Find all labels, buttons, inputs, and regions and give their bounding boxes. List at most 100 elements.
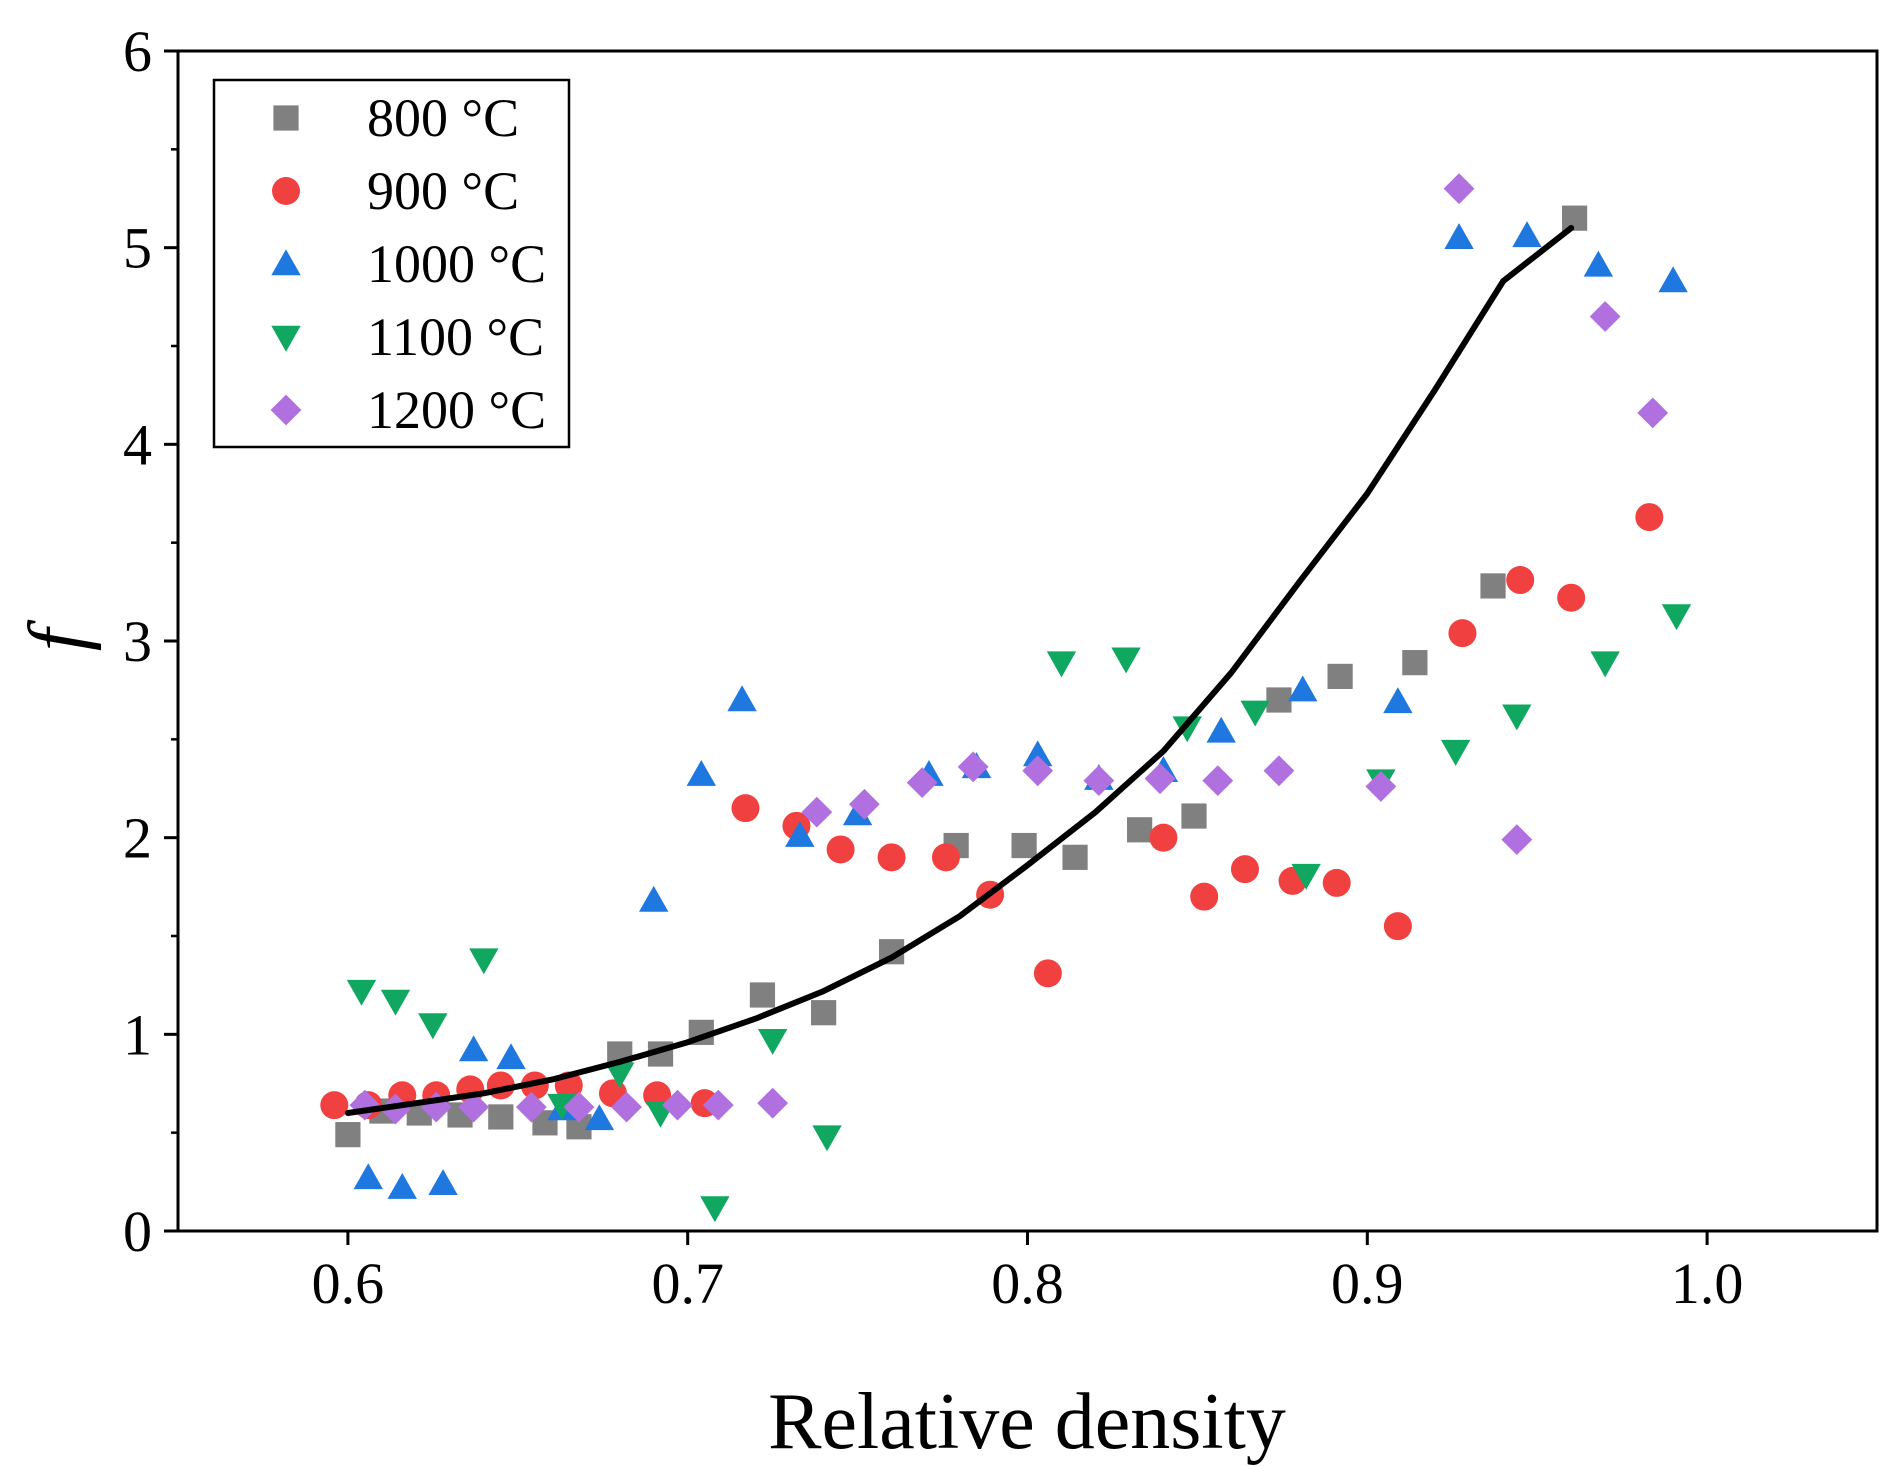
legend-marker (271, 249, 301, 276)
data-point (1266, 687, 1292, 713)
series-900c (320, 503, 1664, 1120)
data-point (563, 1091, 595, 1123)
data-point (469, 948, 499, 975)
data-point (320, 1091, 349, 1120)
data-point (335, 1122, 361, 1148)
data-point (757, 1087, 789, 1119)
data-point (906, 767, 938, 798)
data-point (749, 982, 776, 1008)
y-tick-label: 3 (123, 609, 152, 674)
data-point (611, 1091, 642, 1123)
data-point (1661, 604, 1692, 631)
data-point (1288, 675, 1318, 702)
series-1000c (353, 221, 1688, 1199)
data-point (801, 796, 833, 828)
data-point (1590, 651, 1620, 678)
data-point (1240, 700, 1270, 727)
data-point (1022, 740, 1053, 767)
data-point (957, 751, 989, 783)
axis-ticks: 0.6 0.7 0.8 0.9 1.0 0 1 2 3 4 5 6 (123, 19, 1743, 1316)
data-point (1230, 855, 1259, 884)
fit-curve (344, 225, 1575, 1116)
legend-label: 1000 °C (367, 234, 546, 294)
x-tick-label: 1.0 (1671, 1251, 1744, 1316)
data-point (1383, 687, 1413, 714)
data-point (1144, 763, 1176, 795)
data-point (1011, 832, 1037, 859)
data-point (731, 794, 760, 823)
data-point (848, 788, 880, 820)
data-point (812, 1125, 842, 1152)
x-tick-label: 0.6 (312, 1251, 385, 1316)
legend-marker (270, 394, 302, 426)
legend-label: 1100 °C (367, 307, 544, 367)
x-tick-label: 0.8 (991, 1251, 1064, 1316)
data-point (1383, 912, 1412, 941)
data-point (1561, 205, 1588, 231)
data-point (1502, 704, 1532, 731)
data-point (1127, 817, 1153, 843)
data-point (1206, 716, 1236, 743)
data-point (1448, 619, 1477, 648)
data-point (686, 760, 716, 786)
data-point (1637, 397, 1669, 429)
data-point (826, 835, 855, 864)
data-point (420, 1091, 452, 1123)
data-point (1083, 765, 1115, 797)
data-point (1322, 868, 1351, 897)
data-point (1033, 959, 1062, 988)
data-point (1111, 647, 1141, 674)
data-point (418, 1013, 448, 1040)
data-point (1190, 882, 1219, 911)
data-point (639, 885, 669, 912)
data-point (662, 1089, 693, 1121)
data-point (1443, 173, 1475, 205)
data-point (458, 1035, 489, 1062)
data-point (488, 1104, 514, 1130)
data-point (458, 1091, 490, 1123)
data-point (1501, 824, 1533, 856)
data-point (380, 989, 411, 1016)
data-point (353, 1163, 383, 1190)
legend-label: 900 °C (367, 161, 519, 221)
y-tick-label: 5 (123, 216, 152, 281)
data-point (387, 1173, 417, 1199)
data-point (785, 821, 815, 847)
data-point (1658, 266, 1688, 293)
legend-marker (272, 177, 300, 205)
legend-marker (273, 105, 299, 131)
data-point (1263, 755, 1295, 787)
data-point (515, 1091, 547, 1123)
data-point (1444, 223, 1474, 250)
y-tick-label: 0 (123, 1199, 152, 1264)
data-point (1402, 650, 1428, 676)
data-point (877, 843, 906, 872)
data-point (1149, 823, 1178, 852)
series-800c (335, 205, 1588, 1148)
data-point (547, 1093, 577, 1120)
legend-label: 800 °C (367, 88, 519, 148)
data-point (1181, 803, 1207, 829)
data-point (1022, 755, 1054, 787)
y-tick-label: 1 (123, 1002, 152, 1067)
data-point (1202, 765, 1234, 797)
series-1100c (346, 604, 1692, 1223)
x-tick-label: 0.7 (651, 1251, 724, 1316)
series-1200c (349, 173, 1669, 1125)
data-point (1506, 566, 1535, 595)
data-series (320, 173, 1692, 1223)
data-point (700, 1196, 730, 1223)
data-point (757, 1029, 788, 1055)
data-point (605, 1062, 635, 1089)
data-point (496, 1043, 526, 1070)
data-point (1327, 663, 1353, 689)
y-tick-label: 6 (123, 19, 152, 84)
data-point (1440, 739, 1471, 766)
data-point (931, 843, 960, 872)
data-point (811, 1000, 837, 1026)
data-point (1557, 583, 1586, 612)
data-point (1046, 651, 1077, 678)
x-axis-title: Relative density (768, 1378, 1286, 1466)
data-point (1365, 771, 1397, 802)
legend: 800 °C 900 °C 1000 °C 1100 °C 1200 °C (212, 78, 571, 449)
